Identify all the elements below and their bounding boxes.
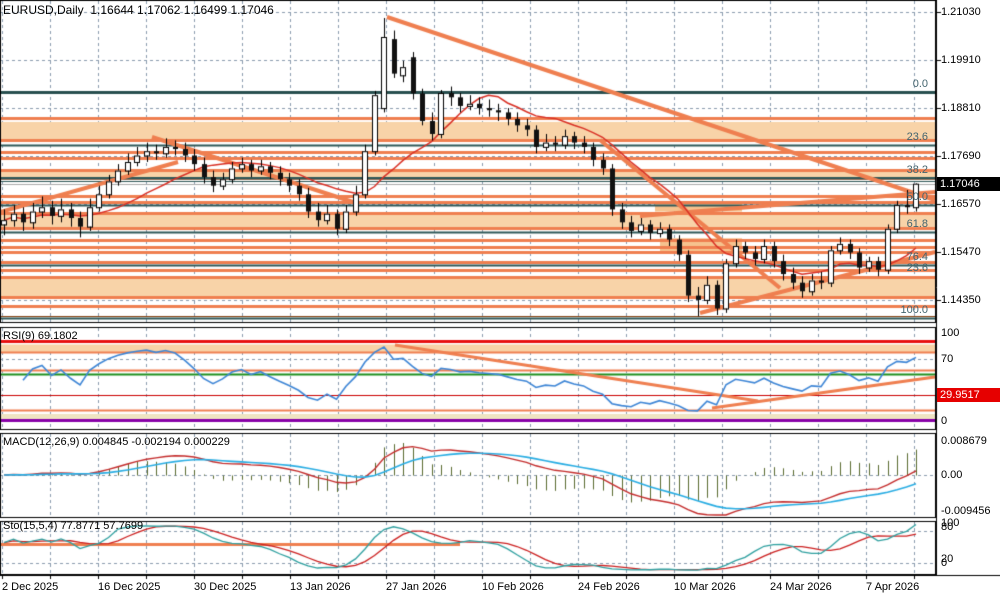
stochastic-indicator-title: Sto(15,5,4) 77.8771 57.7699 [3, 520, 144, 532]
rsi-indicator-title: RSI(9) 69.1802 [3, 330, 78, 342]
macd-indicator-title: MACD(12,26,9) 0.004845 -0.002194 0.00022… [3, 436, 230, 448]
rsi-alert-badge: 29.9517 [937, 388, 1000, 402]
current-price-badge: 1.17046 [937, 177, 1000, 191]
chart-title: EURUSD,Daily 1.16644 1.17062 1.16499 1.1… [3, 3, 274, 17]
